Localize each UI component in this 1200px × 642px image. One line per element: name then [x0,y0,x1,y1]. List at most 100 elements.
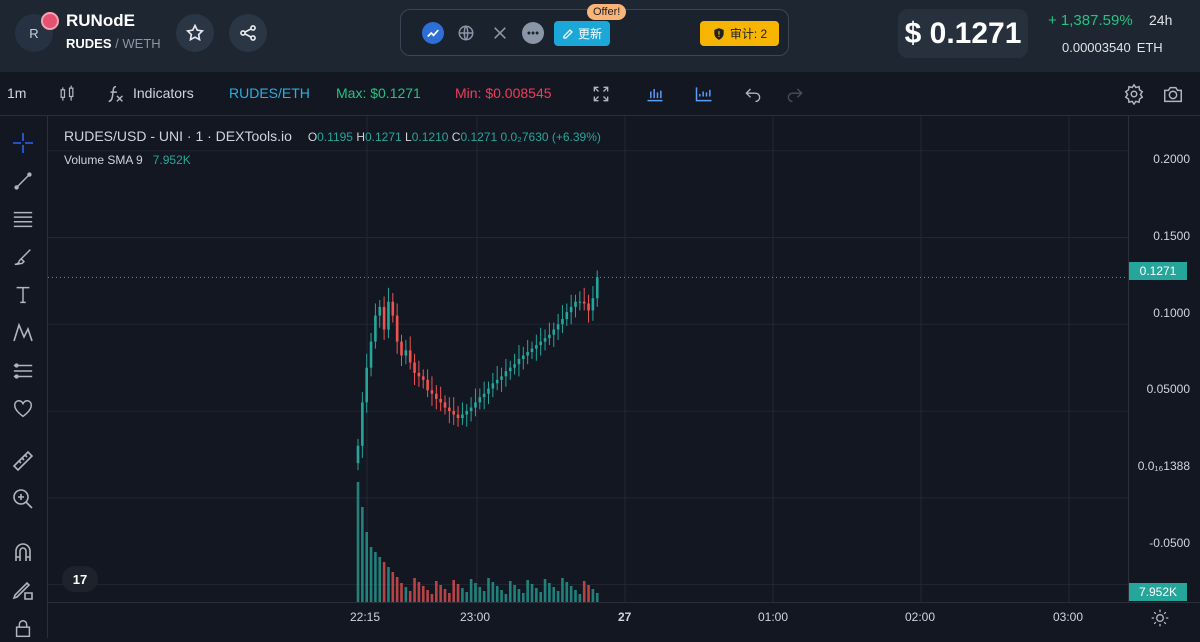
high-key: H [356,130,365,144]
share-button[interactable] [229,14,267,52]
candle-body [504,371,508,377]
pattern-icon [13,322,33,342]
lock-tool[interactable] [10,616,36,642]
zoom-tool[interactable] [10,486,36,512]
candle-body [513,364,516,368]
favorites-tool[interactable] [10,396,36,422]
min-price: Min: $0.008545 [455,85,552,101]
redo-button[interactable] [783,82,807,106]
lines-icon [13,211,33,228]
volume-bar [543,579,547,602]
candle-body [374,315,377,342]
volume-bar [552,587,556,602]
prediction-tool[interactable] [10,358,36,384]
lock-drawing-tool[interactable] [10,576,36,602]
time-axis[interactable]: 22:15 23:00 27 01:00 02:00 03:00 [48,602,1200,638]
fullscreen-button[interactable] [589,82,613,106]
camera-icon [1164,86,1182,103]
candle-body [578,301,582,303]
low-key: L [405,130,412,144]
pair-quote: WETH [122,36,161,51]
fx-icon[interactable] [104,82,128,106]
price-chart[interactable] [48,116,1128,602]
trendline-tool[interactable] [10,168,36,194]
indicators-button[interactable]: Indicators [133,85,194,101]
token-name: RUNodE [66,11,135,30]
drawing-toolbar [0,116,48,638]
change-value: 0.0₂7630 (+6.39%) [500,130,601,144]
open-value: 0.1195 [317,130,353,144]
pattern-tool[interactable] [10,320,36,346]
magnet-tool[interactable] [10,540,36,566]
line-chart-button[interactable] [692,82,716,106]
x-logo-icon [494,27,506,39]
brush-tool[interactable] [10,244,36,270]
screenshot-button[interactable] [1161,82,1185,106]
candle-body [478,397,482,403]
volume-label: Volume SMA 9 [64,153,143,167]
offer-badge[interactable]: Offer! [587,4,627,20]
volume-bar [469,579,473,602]
text-tool[interactable] [10,282,36,308]
candle-body [435,393,438,399]
time-tick: 01:00 [758,610,789,624]
candle-body [356,445,360,464]
time-tick: 23:00 [460,610,491,624]
tradingview-logo[interactable]: 17 [62,566,98,592]
update-button[interactable]: 更新 [554,21,610,46]
pair-switch-button[interactable]: RUDES/ETH [229,85,310,101]
volume-bar [504,594,508,602]
twitter-x-icon[interactable] [489,22,511,44]
chart-site-icon[interactable] [422,22,444,44]
volume-bar [526,580,529,602]
low-value: 0.1210 [411,130,449,144]
undo-icon [745,88,761,103]
volume-bar [456,584,460,602]
audit-button[interactable]: 审计: 2 [700,21,779,46]
volume-bar [578,594,582,602]
more-icon[interactable] [522,22,544,44]
volume-bar [513,585,516,602]
volume-bar [417,582,421,602]
volume-bar [565,582,569,602]
volume-bar [548,583,551,602]
volume-bar [443,589,447,602]
candle-body [500,376,503,380]
candle-body [469,407,473,412]
candle-type-button[interactable] [55,82,79,106]
volume-bar [535,588,538,602]
volume-bar [478,587,482,602]
crosshair-tool[interactable] [10,130,36,156]
candle-body [595,277,599,299]
candle-body [408,350,412,363]
volume-bar [391,572,395,602]
interval-button[interactable]: 1m [7,85,27,101]
star-icon [185,23,205,42]
volume-bar [591,589,595,602]
volume-bar [522,593,525,602]
function-icon [108,85,123,103]
price-eth-value: 0.00003540 [1062,40,1131,55]
price-axis[interactable]: 0.2000 0.1500 0.1271 0.1000 0.05000 0.0₁… [1128,116,1200,602]
volume-bar [482,591,486,602]
price-change: + 1,387.59% [1048,12,1133,29]
favorite-button[interactable] [176,14,214,52]
volume-bar [508,581,512,602]
candle-body [565,312,569,320]
volume-bar [374,552,377,602]
measure-tool[interactable] [10,448,36,474]
brush-icon [14,249,31,266]
settings-button[interactable] [1122,82,1146,106]
links-pill: 更新 Offer! 审计: 2 [400,4,789,56]
volume-bar [448,593,451,602]
candle-chart-button[interactable] [643,82,667,106]
candle-body [474,402,477,408]
candles-icon [60,85,74,101]
fib-tool[interactable] [10,206,36,232]
candle-body [548,334,551,339]
website-icon[interactable] [455,22,477,44]
undo-button[interactable] [741,82,765,106]
ruler-lines-icon [13,363,33,379]
axis-settings-button[interactable] [1150,608,1170,633]
text-icon [16,286,30,304]
